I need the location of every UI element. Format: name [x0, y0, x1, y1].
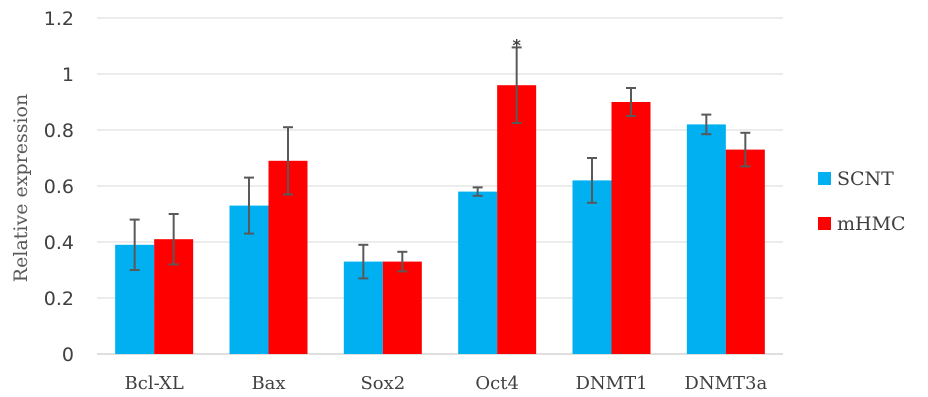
legend-swatch-mhmc — [818, 217, 831, 230]
x-category-label: DNMT1 — [575, 373, 647, 394]
x-category-label: Oct4 — [475, 373, 519, 394]
legend-label-mhmc: mHMC — [837, 213, 906, 235]
bar-mhmc-dnmt1 — [611, 102, 651, 354]
legend-label-scnt: SCNT — [837, 168, 894, 190]
error-bars — [129, 46, 751, 280]
y-tick-label: 1 — [62, 64, 74, 86]
y-tick-label: 0 — [62, 344, 74, 366]
y-tick-label: 0.6 — [44, 176, 74, 198]
bar-scnt-dnmt1 — [572, 180, 612, 354]
legend-swatch-scnt — [818, 172, 831, 185]
significance-marker: * — [512, 35, 521, 54]
bars — [115, 85, 765, 355]
y-axis-title: Relative expression — [10, 94, 32, 282]
y-tick-label: 1.2 — [44, 8, 74, 30]
y-tick-label: 0.4 — [44, 232, 74, 254]
bar-mhmc-oct4 — [497, 85, 537, 354]
bar-mhmc-dnmt3a — [725, 149, 765, 354]
x-category-label: Bax — [251, 373, 285, 394]
y-axis-tick-labels: 0 0.2 0.4 0.6 0.8 1 1.2 — [44, 8, 74, 366]
x-category-label: Bcl-XL — [125, 373, 184, 394]
legend: SCNT mHMC — [818, 168, 906, 235]
bar-scnt-dnmt3a — [686, 124, 726, 355]
y-tick-label: 0.8 — [44, 120, 74, 142]
y-tick-label: 0.2 — [44, 288, 74, 310]
bar-mhmc-sox2 — [382, 261, 422, 354]
x-category-label: DNMT3a — [684, 373, 767, 394]
annotations: * — [512, 35, 521, 54]
x-category-label: Sox2 — [360, 373, 405, 394]
gridlines — [97, 17, 783, 355]
x-axis-category-labels: Bcl-XL Bax Sox2 Oct4 DNMT1 DNMT3a — [125, 373, 768, 394]
bar-scnt-oct4 — [458, 191, 498, 354]
